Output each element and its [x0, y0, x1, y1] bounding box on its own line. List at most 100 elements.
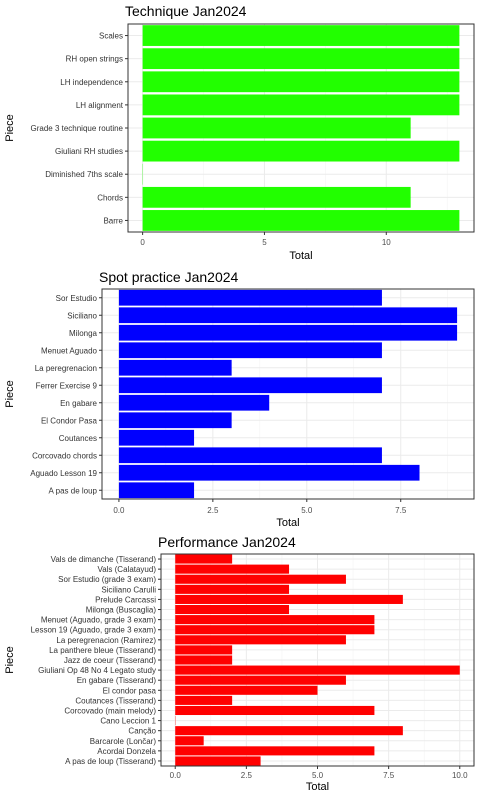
- bar-spot-practice: [118, 307, 458, 324]
- category-label: Canção: [128, 727, 156, 736]
- bar-technique: [142, 117, 411, 139]
- category-label: Menuet Aguado: [41, 346, 98, 355]
- bar-performance: [175, 655, 233, 665]
- x-tick-label: 2.5: [241, 771, 253, 780]
- y-axis-title: Piece: [4, 646, 16, 674]
- bar-performance: [175, 574, 346, 584]
- chart-performance: A pas de loup (Tisserand)Acordai Donzela…: [4, 534, 475, 793]
- category-label: Coutances: [59, 434, 97, 443]
- bar-performance: [175, 554, 233, 564]
- y-axis-title: Piece: [4, 114, 16, 142]
- category-label: Prelude Carcassi: [95, 595, 156, 604]
- bar-spot-practice: [118, 289, 382, 306]
- bar-performance: [175, 635, 346, 645]
- bar-performance: [175, 675, 346, 685]
- category-label: Scales: [99, 32, 123, 41]
- category-label: Lesson 19 (Aguado, grade 3 exam): [31, 626, 157, 635]
- category-label: La peregrenacion: [35, 364, 97, 373]
- bar-spot-practice: [118, 394, 270, 411]
- bar-performance: [175, 685, 318, 695]
- bar-technique: [142, 140, 460, 162]
- category-label: Jazz de coeur (Tisserand): [64, 656, 157, 665]
- bar-performance: [175, 746, 375, 756]
- category-label: Diminished 7ths scale: [45, 170, 123, 179]
- bar-performance: [175, 564, 290, 574]
- category-label: Chords: [97, 193, 123, 202]
- category-label: En gabare (Tisserand): [77, 676, 157, 685]
- category-label: Aguado Lesson 19: [30, 469, 97, 478]
- category-label: Grade 3 technique routine: [30, 124, 123, 133]
- category-label: La panthere bleue (Tisserand): [49, 646, 156, 655]
- category-label: Coutances (Tisserand): [75, 696, 156, 705]
- bar-technique: [142, 94, 460, 116]
- x-tick-label: 0.0: [170, 771, 182, 780]
- chart-title: Performance Jan2024: [158, 534, 296, 550]
- panel-border: [101, 288, 475, 500]
- bar-performance: [175, 594, 403, 604]
- category-label: Menuet (Aguado, grade 3 exam): [41, 616, 157, 625]
- category-label: Acordai Donzela: [97, 747, 156, 756]
- category-label: Siciliano Carulli: [101, 585, 156, 594]
- category-label: Giuliani Op 48 No 4 Legato study: [38, 666, 156, 675]
- chart-spot-practice: A pas de loup Aguado Lesson 19 Corcovado c…: [4, 269, 475, 529]
- x-tick-label: 5.0: [301, 506, 313, 515]
- bar-performance: [175, 645, 233, 655]
- x-tick-label: 5: [262, 238, 267, 247]
- bar-spot-practice: [118, 464, 420, 481]
- bar-performance: [175, 625, 375, 635]
- bar-performance: [175, 615, 375, 625]
- category-label: RH open strings: [66, 55, 123, 64]
- category-label: Vals (Calatayud): [97, 565, 156, 574]
- bar-performance: [175, 726, 403, 736]
- bar-performance: [175, 695, 233, 705]
- bar-technique: [142, 210, 460, 231]
- x-tick-label: 2.5: [207, 506, 219, 515]
- x-tick-label: 10: [382, 238, 391, 247]
- category-label: Giuliani RH studies: [55, 147, 123, 156]
- category-label: Sor Estudio: [56, 294, 98, 303]
- x-axis-title: Total: [276, 517, 299, 529]
- bar-spot-practice: [118, 412, 232, 429]
- category-label: Corcovado (main melody): [64, 706, 156, 715]
- category-label: Barre: [103, 216, 123, 225]
- category-label: Siciliano: [67, 311, 97, 320]
- bar-technique: [142, 25, 460, 46]
- category-label: A pas de loup: [49, 486, 98, 495]
- bar-spot-practice: [118, 359, 232, 376]
- category-label: A pas de loup (Tisserand): [65, 757, 156, 766]
- bar-spot-practice: [118, 377, 382, 394]
- plot-panel: [102, 289, 474, 499]
- category-label: En gabare: [60, 399, 97, 408]
- x-tick-label: 0.0: [113, 506, 125, 515]
- x-tick-label: 7.5: [395, 506, 407, 515]
- y-axis-title: Piece: [4, 380, 16, 408]
- x-tick-label: 10.0: [452, 771, 468, 780]
- category-label: Milonga: [69, 329, 98, 338]
- category-label: El condor pasa: [103, 686, 157, 695]
- bar-spot-practice: [118, 324, 458, 341]
- x-axis-title: Total: [306, 781, 329, 793]
- category-label: LH alignment: [76, 101, 124, 110]
- x-tick-label: 0: [140, 238, 145, 247]
- bar-performance: [175, 736, 204, 746]
- category-label: La peregrenacion (Ramirez): [56, 636, 156, 645]
- bar-spot-practice: [118, 447, 382, 464]
- bar-technique: [142, 48, 460, 70]
- category-label: Milonga (Buscaglia): [86, 606, 157, 615]
- bar-spot-practice: [118, 429, 195, 446]
- category-label: Vals de dimanche (Tisserand): [51, 555, 157, 564]
- bar-performance: [175, 584, 290, 594]
- category-label: LH independence: [60, 78, 123, 87]
- category-label: Barcarole (Lončar): [90, 737, 157, 746]
- bar-spot-practice: [118, 342, 382, 359]
- bar-technique: [142, 186, 411, 208]
- category-label: Ferrer Exercise 9: [36, 381, 98, 390]
- x-axis-title: Total: [289, 250, 312, 262]
- bar-performance: [175, 604, 290, 615]
- chart-title: Spot practice Jan2024: [99, 269, 239, 285]
- bar-performance: [175, 665, 460, 675]
- bar-technique: [142, 71, 460, 93]
- category-label: El Condor Pasa: [41, 416, 98, 425]
- category-label: Corcovado chords: [32, 451, 97, 460]
